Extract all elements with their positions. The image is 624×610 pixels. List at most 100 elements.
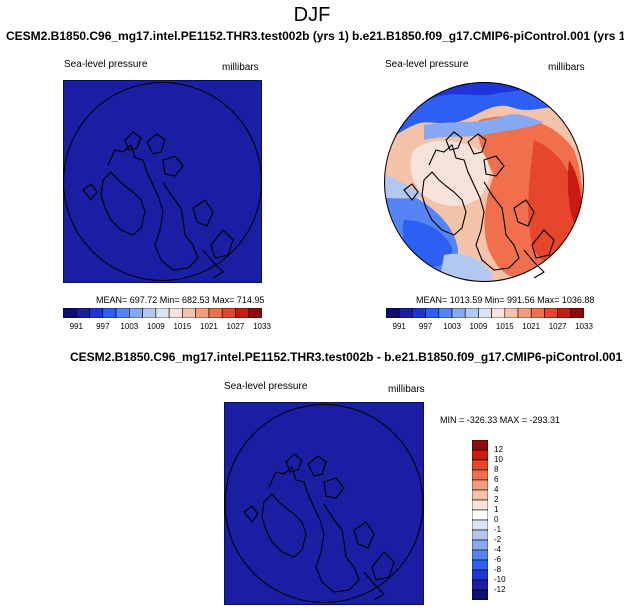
panel3-colorbar-tick-label: 2 [494,495,499,504]
panel2-colorbar-tick-label: 1027 [548,322,567,331]
panel1-colorbar-tick-label: 1003 [120,322,139,331]
panel1-colorbar-box [235,308,250,318]
panel1-colorbar-tick-label: 1021 [200,322,218,331]
panel3-colorbar-tick-label: 10 [494,455,503,464]
panel2-colorbar-box [517,308,532,318]
panel3-map [224,402,424,605]
panel2-field-neutral-arctic [410,140,490,206]
panel1-colorbar-box [115,308,130,318]
panel2-map-boundary [384,82,584,282]
panel1-left-label: Sea-level pressure [64,59,148,70]
panel3-colorbar-tick-label: -6 [494,555,502,564]
panel3-colorbar-tick-label: 8 [494,465,499,474]
panel3-colorbar-tick-label: -1 [494,525,502,534]
panel1-colorbar-box [89,308,104,318]
panel3-colorbar-box [472,589,488,600]
panel2-colorbar-box [425,308,440,318]
panel3-right-label: millibars [388,384,425,395]
panel2-colorbar-box [451,308,466,318]
panel3-colorbar-box [472,579,488,591]
panel3-colorbar-tick-label: -10 [494,575,506,584]
panel2-colorbar-tick-label: 1033 [575,322,593,331]
panel3-colorbar-box [472,549,488,561]
panel2-field-low-west-edge [384,175,424,199]
panel2-title: b.e21.B1850.f09_g17.CMIP6-piControl.001 … [352,29,624,43]
panel2-colorbar-box [504,308,519,318]
panel1-colorbar-box [63,308,77,318]
panel1-colorbar [63,308,262,318]
panel2-colorbar-tick-label: 997 [418,322,433,331]
panel2-colorbar-box [557,308,572,318]
panel3-stats: MIN = -326.33 MAX = -293.31 [440,415,561,425]
panel2-colorbar-box [530,308,545,318]
panel2-colorbar-box [491,308,506,318]
panel3-colorbar-box [472,449,488,461]
panel2-colorbar-tick-label: 1003 [443,322,461,331]
panel1-right-label: millibars [222,62,259,73]
panel2-colorbar-tick-label: 1015 [495,322,514,331]
panel2-field-weak-top [424,114,544,140]
panel2-colorbar-box [478,308,492,318]
panel2-colorbar-box [398,308,413,318]
panel3-colorbar-tick-label: 0 [494,515,499,524]
panel3-colorbar-box [472,509,488,521]
panel3-colorbar-box [472,499,488,511]
panel1-colorbar-ticks: 991 997 1003 1009 1015 1021 1027 1033 [63,322,271,334]
panel1-title: CESM2.B1850.C96_mg17.intel.PE1152.THR3.t… [6,29,349,43]
panel2-right-label: millibars [548,62,585,73]
panel1-map-fill [63,80,262,283]
panel2-colorbar-ticks: 991 997 1003 1009 1015 1021 1027 1033 [386,322,593,334]
panel3-colorbar-box [472,559,488,571]
panel3-coastlines [243,453,395,601]
panel2-colorbar-box [464,308,479,318]
panel1-colorbar-tick-label: 1027 [226,322,245,331]
panel1-colorbar-box [221,308,236,318]
panel2-field-high-max [567,160,582,230]
panel1-colorbar-box [155,308,170,318]
panel1-colorbar-tick-label: 1015 [173,322,192,331]
panel3-colorbar-box [472,529,488,541]
panel3-colorbar-tick-label: -4 [494,545,502,554]
panel3-colorbar-tick-label: -12 [494,585,506,594]
panel1-colorbar-box [248,308,262,318]
panel2-coastlines [403,131,555,279]
panel2-colorbar [386,308,584,318]
panel2-colorbar-box [570,308,584,318]
panel1-map-boundary [63,82,262,281]
panel3-map-fill [224,402,424,605]
panel2-map [384,82,584,282]
panel1-colorbar-box [195,308,210,318]
panel3-colorbar-tick-label: 4 [494,485,499,494]
panel1-colorbar-tick-label: 997 [96,322,110,331]
panel2-colorbar-tick-label: 1009 [469,322,488,331]
panel1-colorbar-box [168,308,183,318]
panel1-map [63,80,262,283]
panel3-colorbar-tick-label: -8 [494,565,502,574]
page-title: DJF [293,4,331,26]
panel3-title: CESM2.B1850.C96_mg17.intel.PE1152.THR3.t… [70,350,623,364]
panel2-colorbar-box [412,308,426,318]
panel1-stats: MEAN= 697.72 Min= 682.53 Max= 714.95 [96,295,265,305]
panel1-colorbar-box [182,308,196,318]
panel1-colorbar-box [102,308,117,318]
panel2-colorbar-box [544,308,558,318]
panel3-colorbar-box [472,539,488,551]
panel1-colorbar-tick-label: 1009 [146,322,165,331]
panel2-colorbar-box [438,308,453,318]
panel3-colorbar-box [472,459,488,471]
panel1-colorbar-box [129,308,143,318]
panel1-colorbar-box [208,308,223,318]
panel3-colorbar-box [472,440,488,451]
panel3-colorbar-tick-label: 12 [494,445,503,454]
panel3-left-label: Sea-level pressure [224,381,308,392]
panel3-colorbar-ticks: 12 10 8 6 4 2 1 0 -1 -2 -4 -6 -8 -10 -12 [494,440,524,600]
panel2-stats: MEAN= 1013.59 Min= 991.56 Max= 1036.88 [416,295,595,305]
panel3-colorbar-tick-label: -2 [494,535,502,544]
panel3-colorbar-box [472,469,488,481]
panel1-colorbar-box [142,308,157,318]
panel3-map-boundary [224,404,424,603]
panel3-colorbar-box [472,479,488,491]
panel2-colorbar-tick-label: 991 [392,322,406,331]
panel3-colorbar-box [472,569,488,581]
panel3-colorbar-tick-label: 1 [494,505,499,514]
